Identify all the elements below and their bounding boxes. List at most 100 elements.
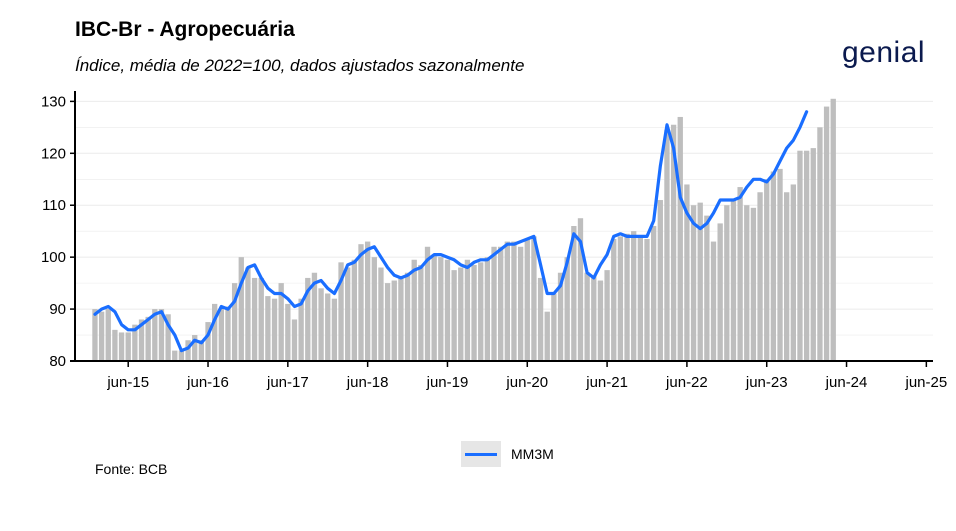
x-tick-label: jun-16 — [186, 374, 229, 391]
genial-logo: genial — [842, 36, 925, 70]
legend-label-mm3m: MM3M — [511, 446, 554, 462]
bar — [231, 283, 238, 361]
x-tick-label: jun-20 — [505, 374, 548, 391]
bar — [398, 277, 404, 361]
bar — [351, 259, 358, 361]
bar — [724, 205, 730, 361]
bar — [391, 280, 397, 361]
bar — [145, 316, 151, 361]
bar — [198, 340, 205, 361]
bar — [258, 277, 264, 361]
bar — [384, 283, 391, 361]
bar — [803, 150, 810, 361]
logo-text: genial — [842, 36, 926, 69]
bar — [311, 272, 318, 361]
x-tick-label: jun-18 — [346, 374, 389, 391]
x-tick-label: jun-24 — [825, 374, 868, 391]
y-tick-label: 130 — [41, 93, 66, 110]
bar — [830, 98, 836, 362]
bar — [670, 124, 677, 361]
bar — [451, 270, 457, 361]
bar — [431, 254, 437, 361]
y-tick-label: 90 — [49, 301, 66, 318]
bar — [318, 288, 324, 361]
bar — [624, 233, 630, 361]
bar — [677, 116, 683, 361]
x-tick-label: jun-25 — [904, 374, 947, 391]
bar — [192, 335, 198, 361]
bar — [378, 267, 384, 361]
bar — [650, 226, 657, 361]
bar — [504, 241, 510, 361]
bar — [92, 309, 98, 361]
bar — [411, 259, 417, 361]
bar — [690, 205, 697, 361]
bar — [637, 236, 644, 361]
bar — [218, 309, 224, 361]
y-tick-label: 80 — [49, 353, 66, 370]
bar — [245, 267, 251, 361]
bar — [571, 226, 577, 361]
bar — [205, 322, 211, 361]
bar — [664, 129, 670, 361]
y-tick-label: 120 — [41, 145, 66, 162]
bar — [331, 298, 338, 361]
bar — [172, 350, 178, 361]
bar — [564, 257, 570, 361]
source-note: Fonte: BCB — [95, 461, 168, 477]
bar — [271, 298, 278, 361]
bar — [750, 207, 757, 361]
bar — [498, 246, 504, 361]
legend: MM3M — [461, 441, 554, 467]
axis-layer: 80 90 100 110 120 130 jun-15 jun-16 jun-17 jun-18… — [41, 91, 947, 391]
bar — [338, 262, 344, 361]
bar — [291, 319, 298, 361]
x-tick-label: jun-21 — [585, 374, 628, 391]
bar-layer — [92, 98, 836, 362]
x-tick-label: jun-23 — [745, 374, 788, 391]
bar — [364, 241, 371, 361]
bar — [371, 257, 377, 361]
bar — [531, 236, 537, 361]
bar — [604, 270, 610, 361]
bar — [138, 319, 145, 361]
bar — [118, 332, 125, 361]
bar — [597, 280, 604, 361]
bar — [817, 127, 823, 361]
chart-plot: 80 90 100 110 120 130 jun-15 jun-16 jun-17 jun-18… — [41, 91, 947, 391]
legend-key-mm3m — [461, 441, 501, 467]
bar — [424, 246, 431, 361]
bar — [524, 238, 530, 361]
bar — [225, 306, 231, 361]
bar — [823, 106, 830, 361]
mm3m-line — [93, 110, 809, 353]
bar — [611, 238, 617, 361]
x-tick-label: jun-17 — [266, 374, 309, 391]
bar — [325, 293, 331, 361]
y-tick-label: 100 — [41, 249, 66, 266]
bar — [810, 148, 816, 361]
bar — [770, 171, 777, 361]
bar — [710, 241, 717, 361]
bar — [491, 246, 497, 361]
bar — [511, 241, 517, 361]
bar — [737, 187, 743, 361]
bar — [704, 215, 710, 361]
bar — [591, 275, 597, 361]
bar — [517, 246, 524, 361]
bar — [458, 267, 464, 361]
bar — [238, 257, 244, 361]
bar — [784, 192, 790, 361]
bar — [158, 309, 165, 361]
bar — [697, 202, 703, 361]
bar — [285, 303, 291, 361]
bar — [577, 218, 584, 361]
bar — [657, 200, 663, 361]
bar — [404, 272, 411, 361]
chart-title: IBC-Br - Agropecuária — [75, 18, 295, 41]
bar — [165, 314, 171, 361]
bar — [125, 332, 131, 361]
bar — [478, 262, 484, 361]
chart-subtitle: Índice, média de 2022=100, dados ajustad… — [75, 56, 525, 75]
bar — [717, 223, 723, 361]
